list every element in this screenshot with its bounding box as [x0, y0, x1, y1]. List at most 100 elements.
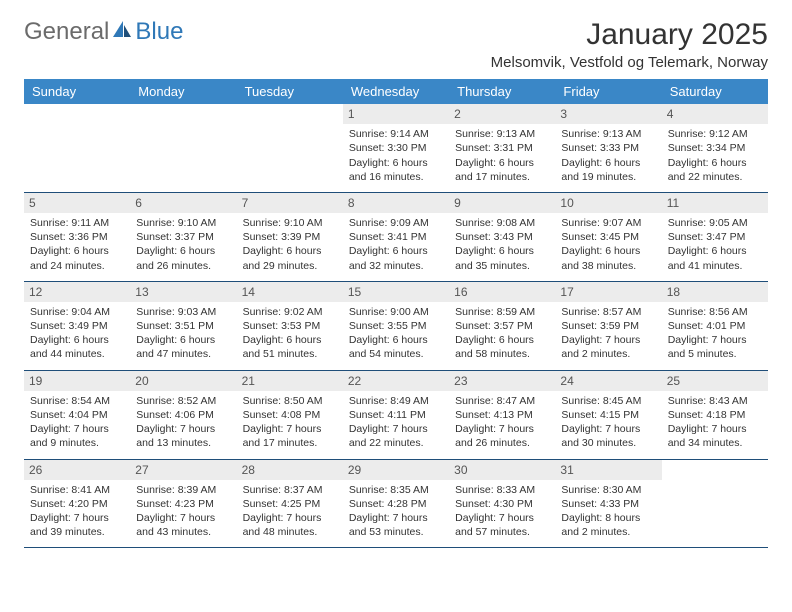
- day-number: 18: [662, 282, 768, 302]
- sunset-text: Sunset: 4:11 PM: [349, 408, 443, 422]
- calendar-cell: 8Sunrise: 9:09 AMSunset: 3:41 PMDaylight…: [343, 193, 449, 282]
- daylight-text: Daylight: 8 hours and 2 minutes.: [561, 511, 655, 539]
- day-number: 1: [343, 104, 449, 124]
- daylight-text: Daylight: 6 hours and 19 minutes.: [561, 156, 655, 184]
- calendar-cell: 1Sunrise: 9:14 AMSunset: 3:30 PMDaylight…: [343, 104, 449, 193]
- calendar-cell: 28Sunrise: 8:37 AMSunset: 4:25 PMDayligh…: [237, 460, 343, 549]
- calendar-cell: 24Sunrise: 8:45 AMSunset: 4:15 PMDayligh…: [555, 371, 661, 460]
- daylight-text: Daylight: 6 hours and 24 minutes.: [30, 244, 124, 272]
- dow-friday: Friday: [555, 79, 661, 104]
- day-number: 21: [237, 371, 343, 391]
- sunset-text: Sunset: 3:53 PM: [243, 319, 337, 333]
- daylight-text: Daylight: 7 hours and 53 minutes.: [349, 511, 443, 539]
- daylight-text: Daylight: 6 hours and 32 minutes.: [349, 244, 443, 272]
- sunrise-text: Sunrise: 8:54 AM: [30, 394, 124, 408]
- day-number: 25: [662, 371, 768, 391]
- calendar-page: General Blue January 2025 Melsomvik, Ves…: [0, 0, 792, 566]
- day-number: 28: [237, 460, 343, 480]
- day-number: 10: [555, 193, 661, 213]
- day-number: 17: [555, 282, 661, 302]
- sunrise-text: Sunrise: 9:10 AM: [136, 216, 230, 230]
- daylight-text: Daylight: 6 hours and 17 minutes.: [455, 156, 549, 184]
- sunset-text: Sunset: 3:34 PM: [668, 141, 762, 155]
- sunset-text: Sunset: 4:28 PM: [349, 497, 443, 511]
- logo-text-blue: Blue: [135, 18, 183, 46]
- sunrise-text: Sunrise: 9:12 AM: [668, 127, 762, 141]
- day-number: 16: [449, 282, 555, 302]
- sunset-text: Sunset: 3:45 PM: [561, 230, 655, 244]
- sunset-text: Sunset: 4:30 PM: [455, 497, 549, 511]
- calendar-grid: Sunday Monday Tuesday Wednesday Thursday…: [24, 79, 768, 548]
- calendar-cell: 12Sunrise: 9:04 AMSunset: 3:49 PMDayligh…: [24, 282, 130, 371]
- day-number: 4: [662, 104, 768, 124]
- sunset-text: Sunset: 3:41 PM: [349, 230, 443, 244]
- day-number: 29: [343, 460, 449, 480]
- sunset-text: Sunset: 3:57 PM: [455, 319, 549, 333]
- calendar-cell: [237, 104, 343, 193]
- month-title: January 2025: [491, 18, 768, 52]
- daylight-text: Daylight: 6 hours and 54 minutes.: [349, 333, 443, 361]
- sunset-text: Sunset: 3:31 PM: [455, 141, 549, 155]
- dow-sunday: Sunday: [24, 79, 130, 104]
- day-number: 7: [237, 193, 343, 213]
- dow-wednesday: Wednesday: [343, 79, 449, 104]
- sunrise-text: Sunrise: 8:30 AM: [561, 483, 655, 497]
- calendar-cell: 7Sunrise: 9:10 AMSunset: 3:39 PMDaylight…: [237, 193, 343, 282]
- day-number: 6: [130, 193, 236, 213]
- day-number: 2: [449, 104, 555, 124]
- calendar-cell: [130, 104, 236, 193]
- daylight-text: Daylight: 7 hours and 48 minutes.: [243, 511, 337, 539]
- calendar-cell: 15Sunrise: 9:00 AMSunset: 3:55 PMDayligh…: [343, 282, 449, 371]
- calendar-cell: 17Sunrise: 8:57 AMSunset: 3:59 PMDayligh…: [555, 282, 661, 371]
- sunrise-text: Sunrise: 8:45 AM: [561, 394, 655, 408]
- calendar-cell: 4 Sunrise: 9:12 AMSunset: 3:34 PMDaylight…: [662, 104, 768, 193]
- calendar-cell: [662, 460, 768, 549]
- day-number: 12: [24, 282, 130, 302]
- sunset-text: Sunset: 3:33 PM: [561, 141, 655, 155]
- calendar-cell: 5Sunrise: 9:11 AMSunset: 3:36 PMDaylight…: [24, 193, 130, 282]
- logo: General Blue: [24, 18, 183, 46]
- dow-saturday: Saturday: [662, 79, 768, 104]
- daylight-text: Daylight: 6 hours and 41 minutes.: [668, 244, 762, 272]
- sunrise-text: Sunrise: 8:49 AM: [349, 394, 443, 408]
- calendar-cell: 18Sunrise: 8:56 AMSunset: 4:01 PMDayligh…: [662, 282, 768, 371]
- sunset-text: Sunset: 3:47 PM: [668, 230, 762, 244]
- sunset-text: Sunset: 4:15 PM: [561, 408, 655, 422]
- sunrise-text: Sunrise: 9:04 AM: [30, 305, 124, 319]
- daylight-text: Daylight: 6 hours and 22 minutes.: [668, 156, 762, 184]
- daylight-text: Daylight: 6 hours and 29 minutes.: [243, 244, 337, 272]
- logo-text-general: General: [24, 18, 109, 46]
- day-number: 27: [130, 460, 236, 480]
- sunset-text: Sunset: 4:08 PM: [243, 408, 337, 422]
- sunrise-text: Sunrise: 8:39 AM: [136, 483, 230, 497]
- daylight-text: Daylight: 7 hours and 30 minutes.: [561, 422, 655, 450]
- calendar-cell: 22Sunrise: 8:49 AMSunset: 4:11 PMDayligh…: [343, 371, 449, 460]
- calendar-cell: 9Sunrise: 9:08 AMSunset: 3:43 PMDaylight…: [449, 193, 555, 282]
- calendar-cell: 20Sunrise: 8:52 AMSunset: 4:06 PMDayligh…: [130, 371, 236, 460]
- header: General Blue January 2025 Melsomvik, Ves…: [24, 18, 768, 71]
- day-number: 13: [130, 282, 236, 302]
- sunset-text: Sunset: 3:39 PM: [243, 230, 337, 244]
- sunset-text: Sunset: 4:23 PM: [136, 497, 230, 511]
- sunrise-text: Sunrise: 9:02 AM: [243, 305, 337, 319]
- sunrise-text: Sunrise: 8:37 AM: [243, 483, 337, 497]
- calendar-cell: 30Sunrise: 8:33 AMSunset: 4:30 PMDayligh…: [449, 460, 555, 549]
- sunrise-text: Sunrise: 8:41 AM: [30, 483, 124, 497]
- sunset-text: Sunset: 4:33 PM: [561, 497, 655, 511]
- sunset-text: Sunset: 3:30 PM: [349, 141, 443, 155]
- sunrise-text: Sunrise: 9:13 AM: [561, 127, 655, 141]
- calendar-cell: [24, 104, 130, 193]
- day-number: 23: [449, 371, 555, 391]
- calendar-cell: 14Sunrise: 9:02 AMSunset: 3:53 PMDayligh…: [237, 282, 343, 371]
- sunrise-text: Sunrise: 8:33 AM: [455, 483, 549, 497]
- calendar-cell: 25Sunrise: 8:43 AMSunset: 4:18 PMDayligh…: [662, 371, 768, 460]
- calendar-cell: 27Sunrise: 8:39 AMSunset: 4:23 PMDayligh…: [130, 460, 236, 549]
- sunset-text: Sunset: 3:55 PM: [349, 319, 443, 333]
- sunset-text: Sunset: 3:59 PM: [561, 319, 655, 333]
- sunrise-text: Sunrise: 8:56 AM: [668, 305, 762, 319]
- sunset-text: Sunset: 4:13 PM: [455, 408, 549, 422]
- day-number: 5: [24, 193, 130, 213]
- sunrise-text: Sunrise: 9:09 AM: [349, 216, 443, 230]
- day-number: 31: [555, 460, 661, 480]
- sunrise-text: Sunrise: 9:03 AM: [136, 305, 230, 319]
